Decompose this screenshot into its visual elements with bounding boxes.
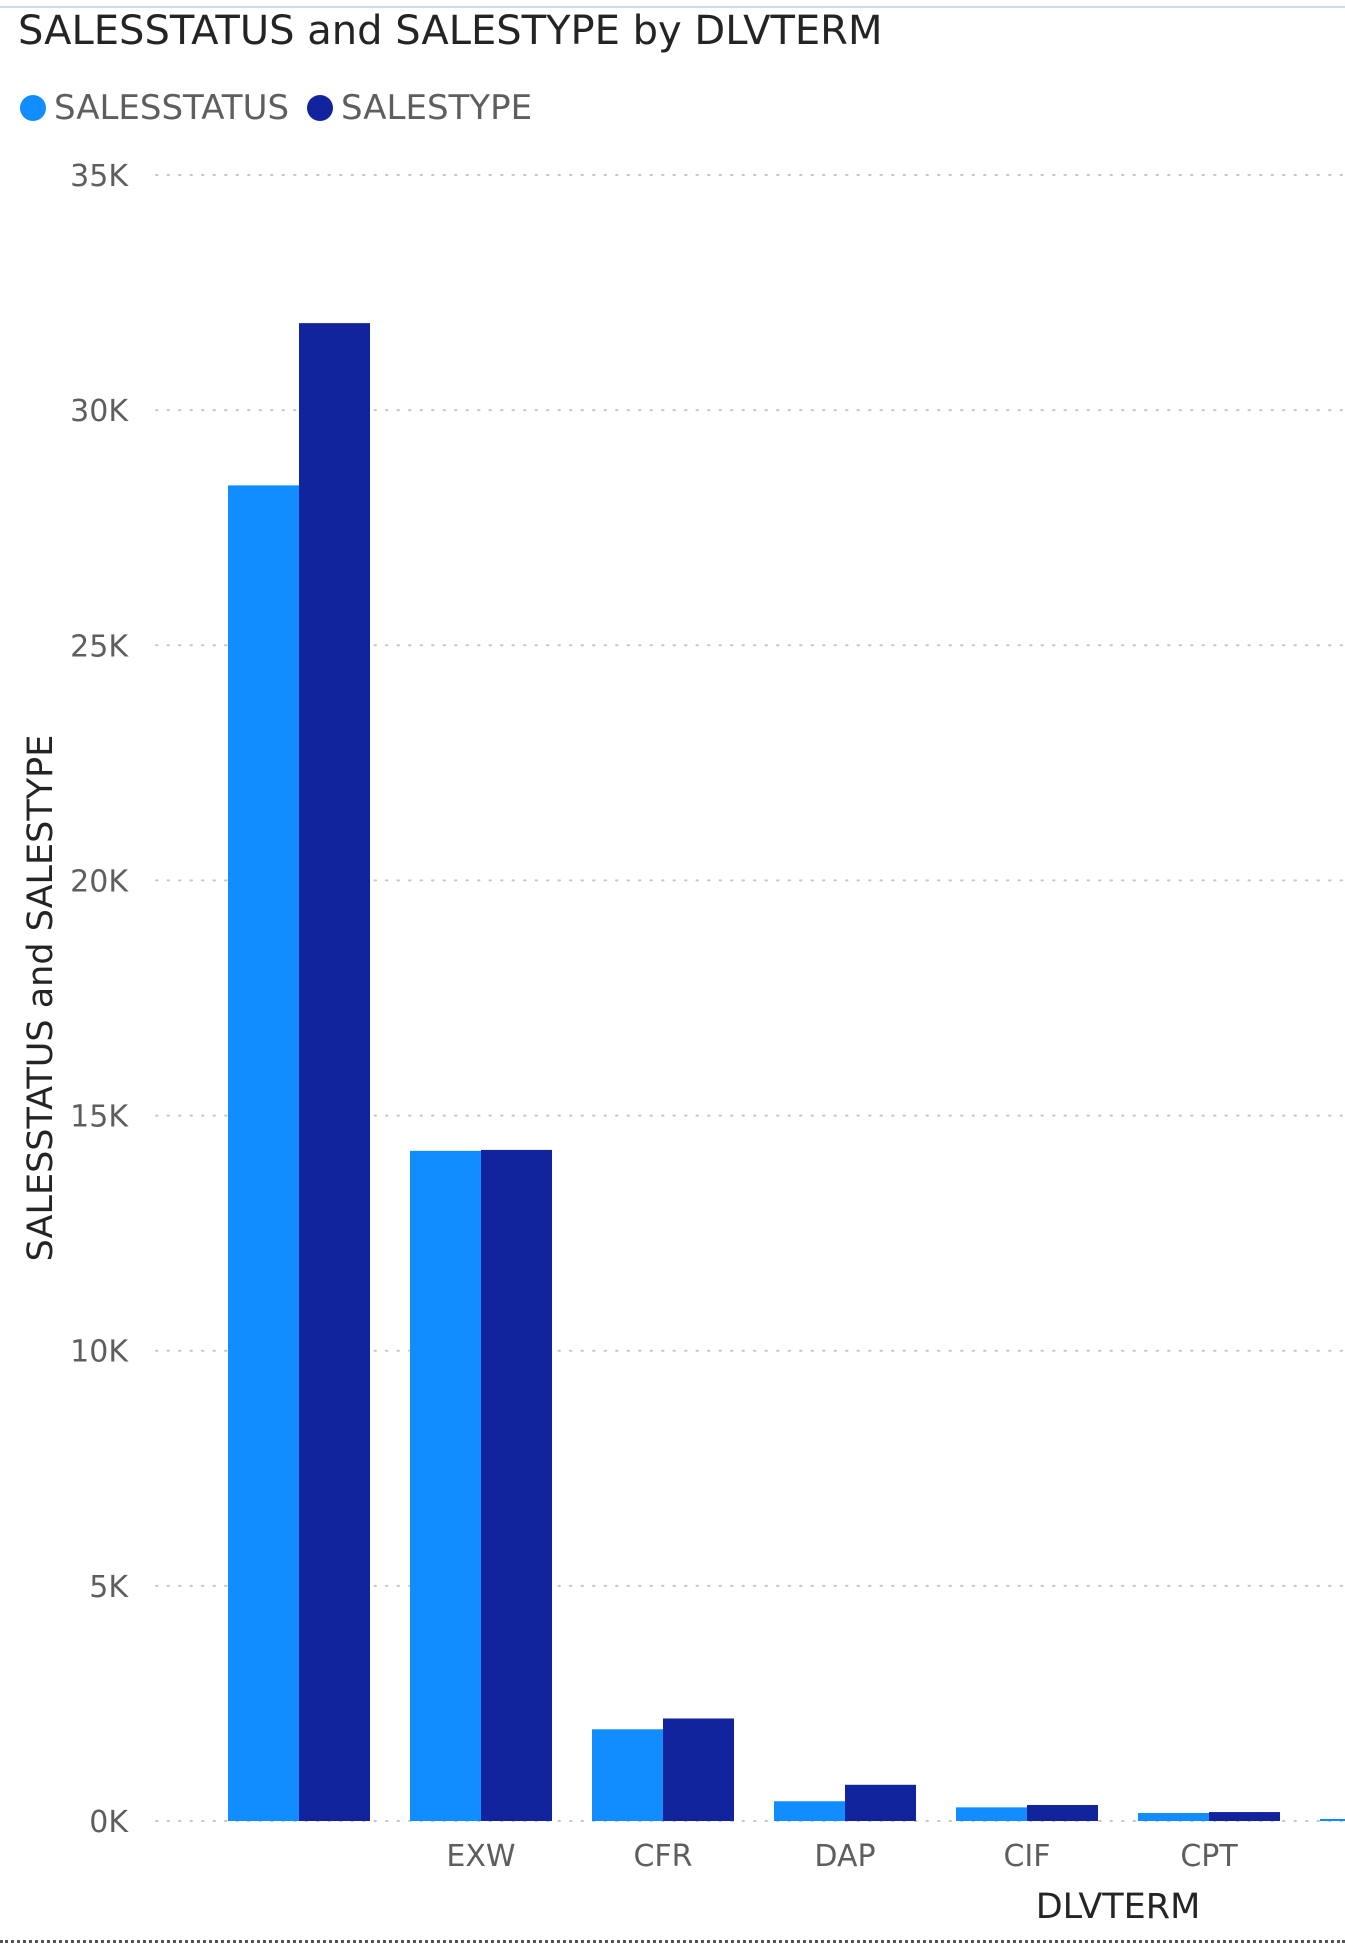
y-tick-label: 20K xyxy=(70,864,129,899)
bar-salesstatus-exw[interactable] xyxy=(410,1150,481,1821)
bar-salestype-blank[interactable] xyxy=(299,323,370,1821)
x-axis-ticks: EXW CFR DAP CIF CPT xyxy=(446,1839,1238,1874)
y-tick-label: 25K xyxy=(70,629,129,664)
bar-salesstatus-blank[interactable] xyxy=(228,485,299,1822)
legend-item-salestype[interactable]: SALESTYPE xyxy=(307,88,532,128)
top-border xyxy=(0,6,1345,8)
legend-marker-salesstatus xyxy=(20,95,46,121)
chart-title: SALESSTATUS and SALESTYPE by DLVTERM xyxy=(18,8,883,54)
bar-salestype-exw[interactable] xyxy=(481,1149,552,1821)
y-tick-label: 15K xyxy=(70,1100,129,1135)
x-tick-label: CIF xyxy=(1003,1839,1050,1874)
bar-salestype-dap[interactable] xyxy=(845,1784,916,1821)
y-tick-label: 10K xyxy=(70,1335,129,1370)
x-tick-label: EXW xyxy=(446,1839,515,1874)
y-tick-label: 30K xyxy=(70,394,129,429)
bar-salesstatus-cpt[interactable] xyxy=(1138,1813,1209,1821)
x-tick-label: DAP xyxy=(814,1839,875,1874)
bar-salesstatus-cif[interactable] xyxy=(956,1807,1027,1821)
bar-salestype-cfr[interactable] xyxy=(663,1718,734,1821)
bar-salesstatus-cfr[interactable] xyxy=(592,1729,663,1821)
bar-salesstatus-dap[interactable] xyxy=(774,1801,845,1821)
x-tick-label: CFR xyxy=(633,1839,692,1874)
legend-label-salestype: SALESTYPE xyxy=(341,88,533,128)
bar-salestype-cif[interactable] xyxy=(1027,1805,1098,1821)
y-axis-ticks: 0K 5K 10K 15K 20K 25K 30K 35K xyxy=(70,159,129,1840)
bars xyxy=(228,323,1345,1822)
x-tick-label: CPT xyxy=(1180,1839,1238,1874)
y-axis-title: SALESSTATUS and SALESTYPE xyxy=(21,735,61,1262)
legend: SALESSTATUS SALESTYPE xyxy=(20,88,550,128)
y-tick-label: 5K xyxy=(89,1570,129,1605)
bar-salesstatus-blank[interactable] xyxy=(1320,1819,1345,1821)
x-axis-title: DLVTERM xyxy=(1036,1887,1201,1927)
y-tick-label: 0K xyxy=(89,1805,129,1840)
y-tick-label: 35K xyxy=(70,159,129,194)
bar-salestype-cpt[interactable] xyxy=(1209,1812,1280,1821)
legend-label-salesstatus: SALESSTATUS xyxy=(54,88,290,128)
legend-item-salesstatus[interactable]: SALESSTATUS xyxy=(20,88,289,128)
legend-marker-salestype xyxy=(307,95,334,121)
bottom-border xyxy=(0,1940,1345,1943)
